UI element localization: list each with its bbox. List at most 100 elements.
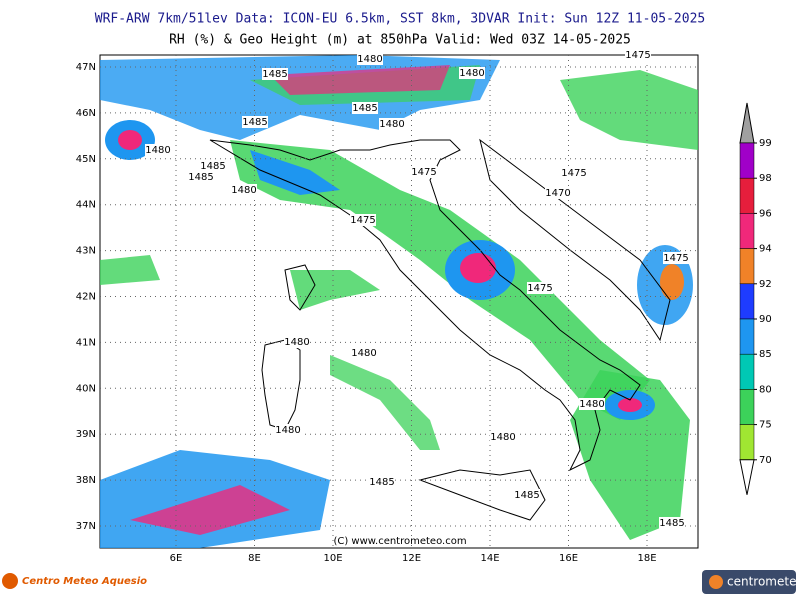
- lat-label: 46N: [76, 108, 96, 119]
- contour-label-bg: [369, 476, 395, 488]
- contour-label: 1480: [357, 54, 382, 65]
- colorbar-segment: [739, 353, 755, 390]
- right-logo-icon: [709, 575, 723, 589]
- contour-label: 1480: [490, 432, 515, 443]
- colorbar-bottom-arrow: [739, 459, 755, 495]
- lat-label: 42N: [76, 292, 96, 303]
- lat-label: 44N: [76, 200, 96, 211]
- contour-label: 1480: [145, 145, 170, 156]
- contour-label-bg: [145, 144, 171, 156]
- rh-fields: [100, 55, 698, 548]
- contour-label-bg: [625, 49, 651, 61]
- contour-label: 1485: [369, 477, 394, 488]
- lon-label: 14E: [480, 553, 499, 564]
- contour-label-bg: [262, 68, 288, 80]
- contour-label: 1480: [275, 425, 300, 436]
- contour-label-bg: [527, 282, 553, 294]
- contour-label: 1475: [527, 283, 552, 294]
- lon-label: 12E: [402, 553, 421, 564]
- lat-label: 37N: [76, 521, 96, 532]
- colorbar-tick-label: 94: [759, 244, 772, 255]
- copyright: (C) www.centrometeo.com: [333, 536, 466, 547]
- contour-label: 1475: [411, 167, 436, 178]
- colorbar-tick-label: 92: [759, 279, 772, 290]
- contour-label-bg: [561, 167, 587, 179]
- colorbar-tick-label: 99: [759, 138, 772, 149]
- contour-label-bg: [357, 53, 383, 65]
- lat-label: 39N: [76, 429, 96, 440]
- colorbar-tick-label: 80: [759, 384, 772, 395]
- contour-label-bg: [200, 160, 226, 172]
- lon-label: 10E: [323, 553, 342, 564]
- colorbar-tick-label: 70: [759, 455, 772, 466]
- contour-label-bg: [514, 489, 540, 501]
- colorbar: 99 98 96 94 92 90 85 80 75 70: [739, 102, 772, 495]
- contour-label-bg: [490, 431, 516, 443]
- right-logo-bg: [702, 570, 796, 594]
- contour-label: 1475: [625, 50, 650, 61]
- coastlines: [209, 138, 671, 521]
- lon-label: 6E: [170, 553, 183, 564]
- contour-label: 1475: [561, 168, 586, 179]
- contour-label: 1485: [659, 518, 684, 529]
- contour-label: 1485: [200, 161, 225, 172]
- logo-icon: [2, 573, 18, 589]
- colorbar-segment: [739, 213, 755, 249]
- contour-label: 1480: [379, 119, 404, 130]
- contour-label: 1470: [545, 188, 570, 199]
- map-area: 47N 46N 45N 44N 43N 42N 41N 40N 39N 38N 37N 6E 8E 10E…: [76, 49, 699, 564]
- colorbar-segment: [739, 283, 755, 320]
- lat-label: 41N: [76, 337, 96, 348]
- contour-label-bg: [284, 336, 310, 348]
- right-logo-text: centrometeo: [727, 575, 800, 589]
- contour-label: 1485: [352, 103, 377, 114]
- lat-label: 45N: [76, 154, 96, 165]
- header-title: WRF-ARW 7km/51lev Data: ICON-EU 6.5km, S…: [95, 12, 705, 27]
- contour-label: 1485: [514, 490, 539, 501]
- contour-label: 1485: [188, 172, 213, 183]
- contour-label-bg: [411, 166, 437, 178]
- contour-label: 1480: [231, 185, 256, 196]
- lat-label: 47N: [76, 62, 96, 73]
- contour-label-bg: [663, 252, 689, 264]
- contour-label-bg: [579, 398, 605, 410]
- colorbar-segment: [739, 248, 755, 285]
- lon-label: 18E: [637, 553, 656, 564]
- lat-label: 38N: [76, 475, 96, 486]
- colorbar-tick-label: 96: [759, 208, 772, 219]
- lat-label: 43N: [76, 246, 96, 257]
- contour-label: 1480: [459, 68, 484, 79]
- lat-label: 40N: [76, 383, 96, 394]
- colorbar-tick-label: 98: [759, 173, 772, 184]
- contour-label: 1480: [351, 348, 376, 359]
- colorbar-segment: [739, 177, 755, 214]
- contour-label-bg: [545, 187, 571, 199]
- contour-label-bg: [231, 184, 257, 196]
- lon-label: 8E: [248, 553, 261, 564]
- contour-label: 1485: [262, 69, 287, 80]
- header-subtitle: RH (%) & Geo Height (m) at 850hPa Valid:…: [169, 33, 631, 48]
- footer-right-logo: centrometeo: [702, 570, 800, 594]
- contour-label-bg: [352, 102, 378, 114]
- colorbar-segment: [739, 424, 755, 461]
- contour-label-bg: [459, 67, 485, 79]
- lon-label: 16E: [559, 553, 578, 564]
- contour-label-bg: [379, 118, 405, 130]
- colorbar-tick-label: 85: [759, 349, 772, 360]
- contour-label-bg: [275, 424, 301, 436]
- colorbar-tick-label: 90: [759, 314, 772, 325]
- colorbar-segment: [739, 389, 755, 425]
- colorbar-tick-label: 75: [759, 420, 772, 431]
- contour-label-bg: [351, 347, 377, 359]
- contour-label: 1475: [350, 215, 375, 226]
- contour-label-bg: [350, 214, 376, 226]
- colorbar-segment: [739, 318, 755, 355]
- footer-left-logo: Centro Meteo Aquesio: [2, 573, 147, 589]
- colorbar-segment: [739, 142, 755, 179]
- contour-label-bg: [659, 517, 685, 529]
- contour-label: 1480: [284, 337, 309, 348]
- colorbar-top-arrow: [739, 102, 755, 144]
- contour-label-bg: [188, 171, 214, 183]
- contour-label: 1475: [663, 253, 688, 264]
